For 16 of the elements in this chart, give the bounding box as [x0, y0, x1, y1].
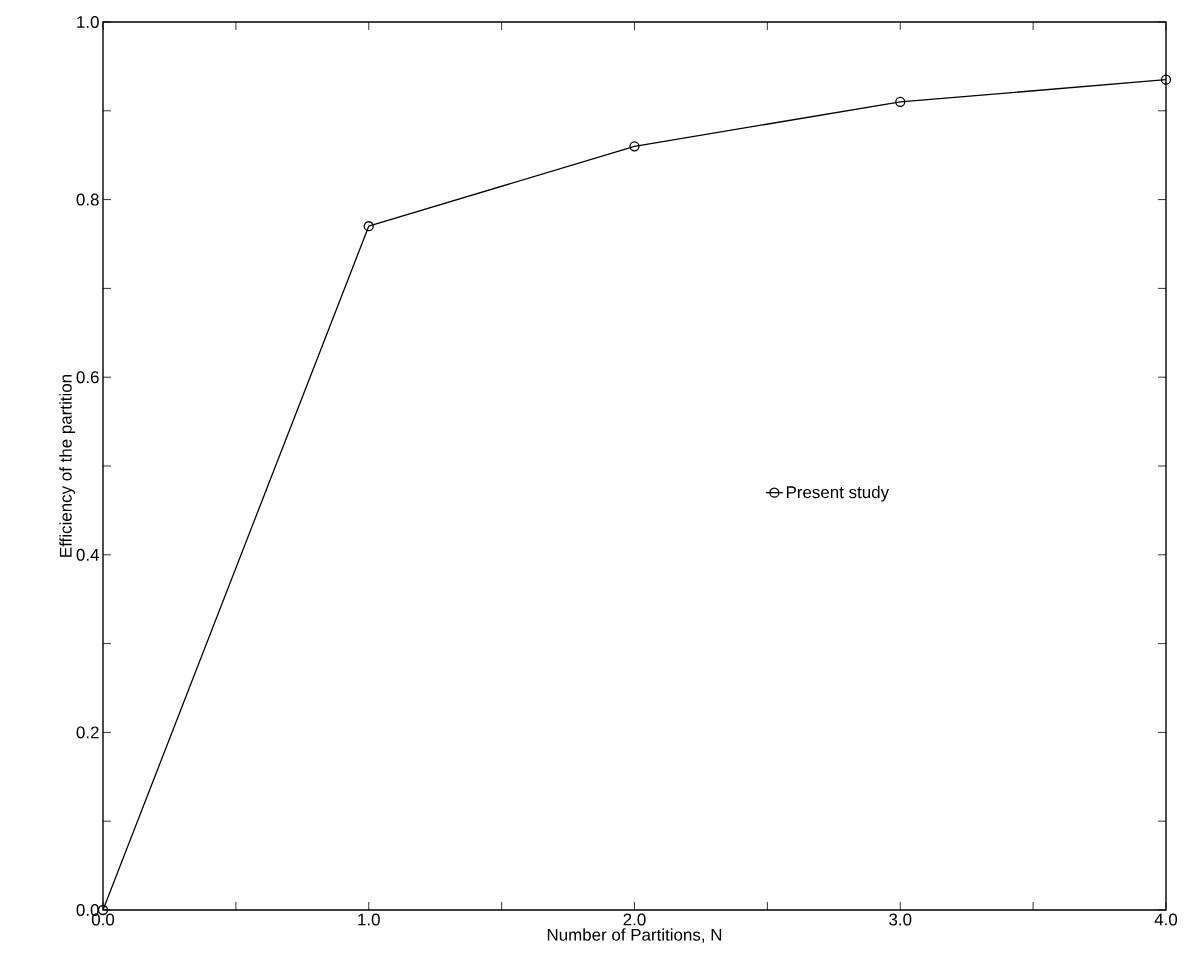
y-tick-label: 0.4: [76, 548, 99, 561]
y-tick-label: 0.2: [76, 726, 99, 739]
x-axis-title: Number of Partitions, N: [547, 928, 722, 943]
y-axis-title: Efficiency of the partition: [59, 375, 76, 557]
x-tick-label: 4.0: [1154, 913, 1178, 926]
point: [363, 221, 374, 232]
x-tick-label: 3.0: [889, 913, 912, 926]
x-tick-label: 2.0: [623, 913, 646, 926]
y-tick-label: 0.6: [76, 371, 99, 384]
point: [629, 141, 640, 152]
y-tick-label: 1.0: [77, 15, 99, 28]
legend-label: Present study: [786, 485, 890, 502]
point: [895, 96, 906, 108]
x-tick-label: 1.0: [358, 913, 380, 926]
point: [1160, 74, 1172, 85]
y-tick-label: 0.8: [76, 193, 99, 206]
